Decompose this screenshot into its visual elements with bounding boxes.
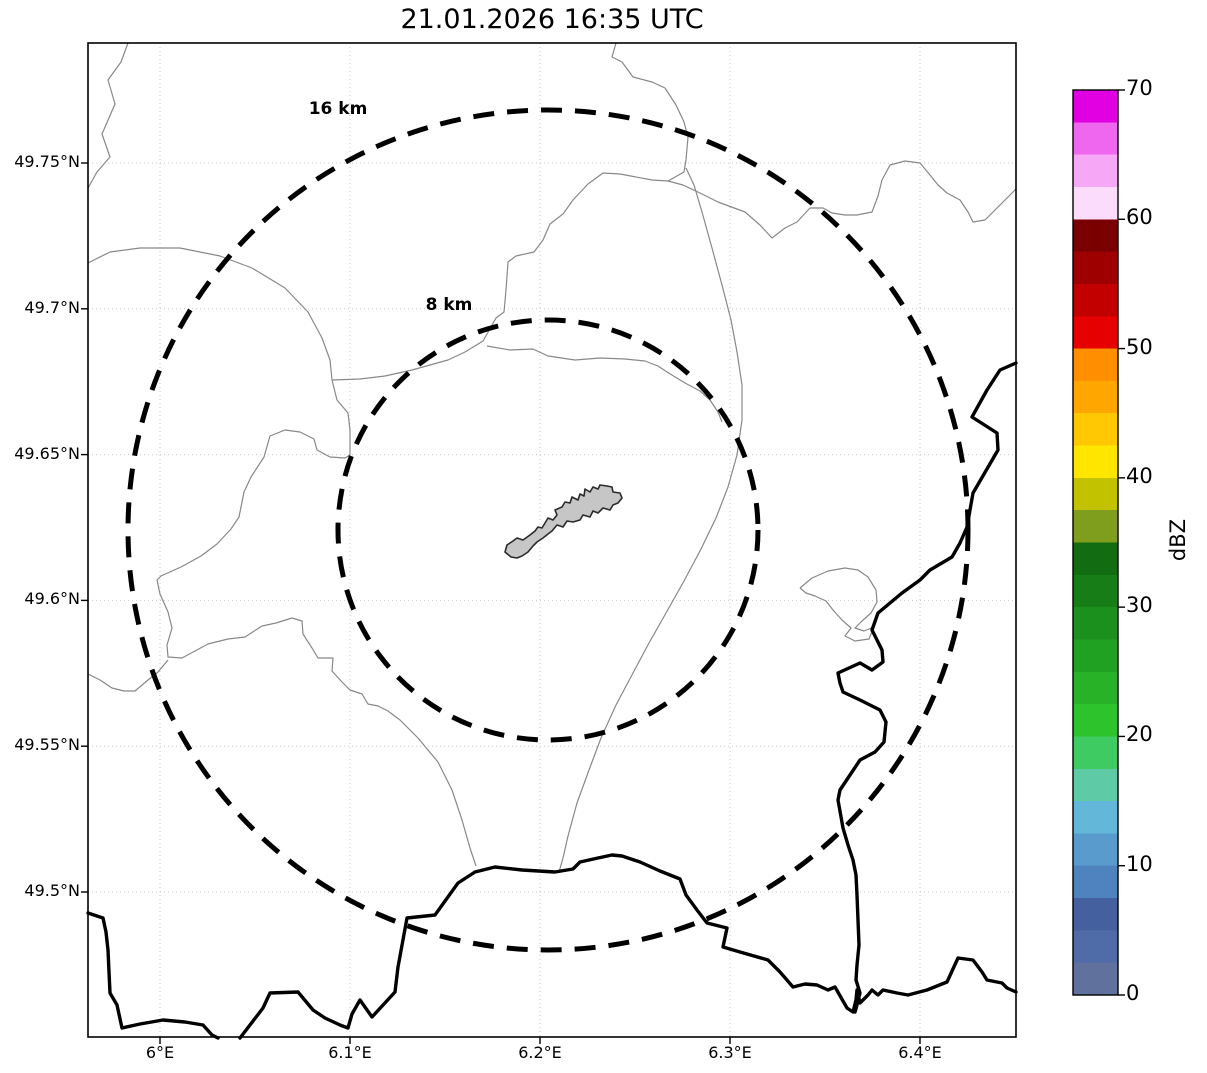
colorbar-segment [1073, 574, 1118, 608]
colorbar-tick-label: 70 [1126, 76, 1153, 100]
plot-title: 21.01.2026 16:35 UTC [400, 4, 704, 35]
x-tick-label: 6.1°E [328, 1043, 372, 1062]
colorbar-segment [1073, 801, 1118, 834]
colorbar-segment [1073, 898, 1118, 931]
colorbar-tick-label: 50 [1126, 334, 1153, 359]
axes-frame [87, 42, 1017, 1038]
colorbar-segment [1073, 219, 1118, 252]
range-ring-8km [335, 317, 761, 743]
colorbar-segment [1073, 768, 1118, 802]
colorbar-segment [1073, 865, 1118, 899]
x-tick-label: 6.3°E [708, 1043, 752, 1062]
colorbar-segment [1073, 348, 1118, 381]
colorbar-segment [1073, 122, 1118, 155]
y-tick-label: 49.5°N [24, 881, 80, 900]
national-border-line [86, 911, 220, 1040]
colorbar-segment [1073, 607, 1118, 640]
colorbar-segment [1073, 930, 1118, 963]
colorbar-tick-label: 20 [1126, 722, 1153, 747]
admin-boundary-line [87, 659, 169, 692]
ring-label-16km: 16 km [308, 99, 368, 119]
colorbar-tick-label: 40 [1126, 463, 1153, 488]
colorbar-segment [1073, 316, 1118, 349]
colorbar-segment [1073, 380, 1118, 414]
colorbar-segment [1073, 833, 1118, 866]
x-tick-label: 6°E [145, 1043, 175, 1062]
colorbar-segment [1073, 962, 1118, 995]
colorbar-segment [1073, 704, 1118, 737]
national-border-line [836, 361, 1018, 1014]
range-ring-16km [125, 107, 971, 953]
ring-label-8km: 8 km [425, 295, 473, 315]
admin-boundary-line [87, 247, 333, 381]
national-border-line [238, 853, 1018, 1040]
admin-boundary-line [486, 345, 723, 423]
admin-boundary-line [156, 379, 477, 867]
colorbar-segment [1073, 413, 1118, 446]
x-tick-label: 6.2°E [518, 1043, 562, 1062]
colorbar-segment [1073, 639, 1118, 672]
colorbar-axis-label: dBZ [1166, 518, 1190, 562]
colorbar-tick-label: 0 [1126, 981, 1140, 1005]
colorbar-tick-label: 30 [1126, 593, 1153, 618]
colorbar-segment [1073, 445, 1118, 478]
colorbar-tick-label: 10 [1126, 851, 1153, 876]
colorbar-segment [1073, 510, 1118, 543]
x-tick-label: 6.4°E [898, 1043, 942, 1062]
colorbar-tick-label: 60 [1126, 205, 1153, 230]
colorbar-segment [1073, 671, 1118, 705]
colorbar-segment [1073, 542, 1118, 575]
colorbar-segment [1073, 90, 1118, 123]
colorbar-segment [1073, 477, 1118, 511]
colorbar-segment [1073, 283, 1118, 317]
y-tick-label: 49.55°N [14, 735, 80, 755]
y-tick-label: 49.65°N [14, 443, 80, 463]
admin-boundary-line [87, 42, 129, 189]
y-tick-label: 49.75°N [14, 152, 80, 171]
colorbar-segment [1073, 154, 1118, 187]
colorbar-segment [1073, 251, 1118, 284]
admin-boundary-line [799, 567, 878, 642]
y-tick-label: 49.7°N [24, 297, 80, 317]
colorbar-segment [1073, 736, 1118, 769]
admin-boundary-line [558, 167, 743, 873]
colorbar-frame [1072, 89, 1119, 996]
urban-area-polygon [504, 484, 623, 559]
admin-boundary-line [331, 42, 689, 381]
y-tick-label: 49.6°N [24, 589, 80, 609]
colorbar-segment [1073, 186, 1118, 220]
admin-boundary-line [667, 160, 1017, 239]
